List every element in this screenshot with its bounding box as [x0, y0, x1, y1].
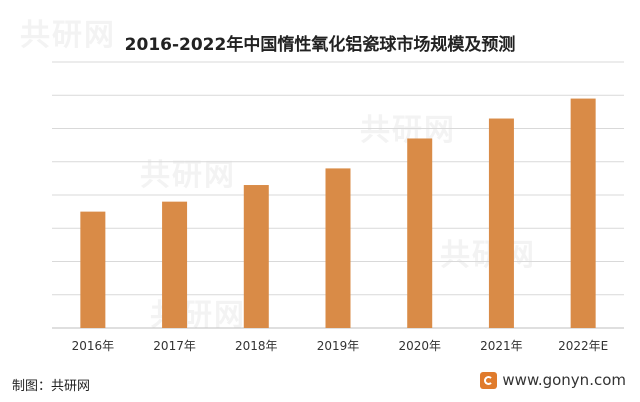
- bar: [162, 201, 188, 328]
- bar: [570, 98, 596, 328]
- website-credit: www.gonyn.com: [480, 371, 626, 389]
- gonyn-logo-icon: [480, 371, 498, 389]
- x-tick-label: 2018年: [235, 339, 278, 353]
- x-tick-label: 2016年: [72, 339, 115, 353]
- bar: [243, 185, 269, 328]
- bar: [488, 118, 514, 329]
- x-tick-label: 2017年: [153, 339, 196, 353]
- source-credit: 制图：共研网: [12, 379, 91, 394]
- website-url: www.gonyn.com: [502, 371, 626, 389]
- bar: [325, 168, 351, 328]
- x-tick-label: 2022年E: [558, 339, 608, 353]
- x-tick-label: 2021年: [480, 339, 523, 353]
- bar: [80, 211, 106, 328]
- bar: [407, 138, 433, 328]
- x-tick-label: 2019年: [317, 339, 360, 353]
- x-tick-label: 2020年: [398, 339, 441, 353]
- chart-title: 2016-2022年中国惰性氧化铝瓷球市场规模及预测: [124, 35, 516, 55]
